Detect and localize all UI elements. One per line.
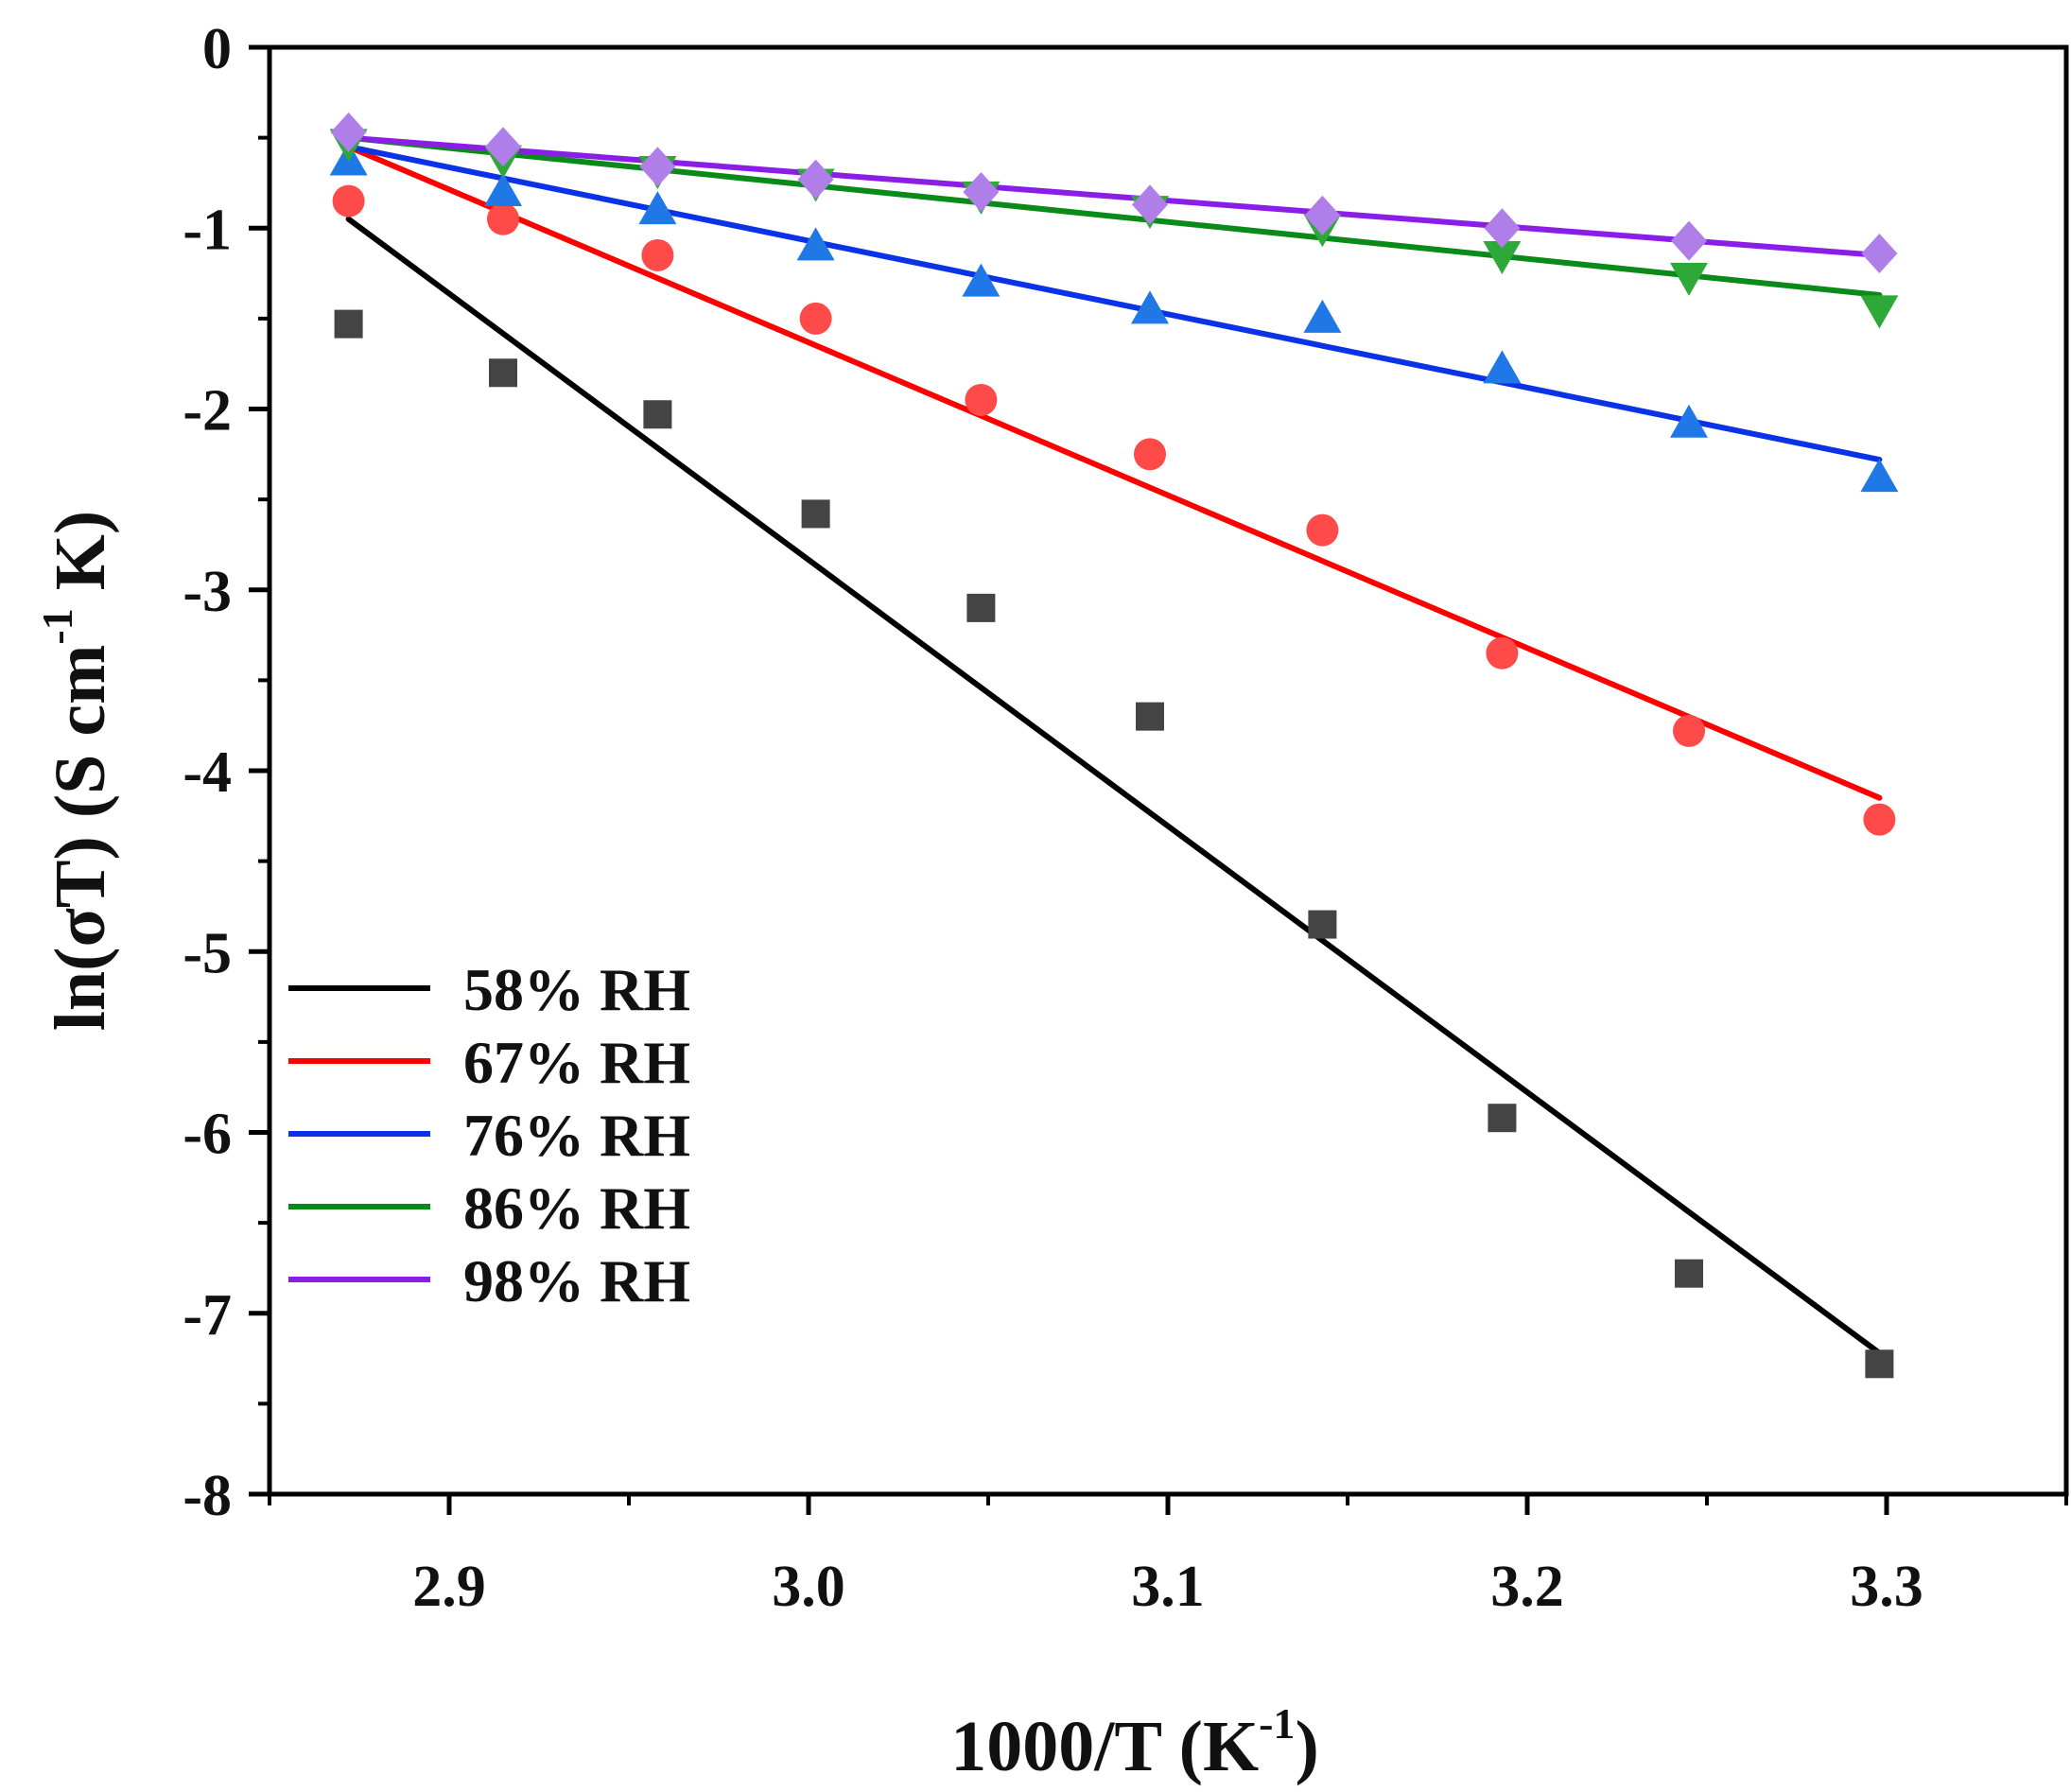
point-76-rh [796,227,835,261]
x-axis-label-sup: -1 [1259,1699,1295,1748]
x-tick-label: 3.3 [1850,1555,1923,1619]
y-axis-ticks: 0 -1 -2 -3 -4 -5 -6 -7 -8 [183,17,270,1528]
point-58-rh [1488,1104,1517,1133]
point-67-rh [965,383,998,416]
point-76-rh [1860,459,1899,493]
point-76-rh [1303,299,1342,333]
point-67-rh [1306,513,1339,547]
point-98-rh [639,147,676,187]
point-76-rh [1670,404,1708,438]
point-76-rh [962,263,1001,297]
y-axis-label-tail: K) [41,511,120,608]
y-axis-label-main: ln(σT) (S cm [41,645,120,1032]
y-tick-label: -7 [183,1283,232,1348]
x-axis-label: 1000/T (K-1) [950,1699,1319,1786]
y-axis-label-sup: -1 [33,608,81,644]
y-tick-label: -1 [183,198,232,262]
point-67-rh [1134,438,1166,471]
point-98-rh [1132,184,1168,225]
y-tick-label: -6 [183,1103,232,1167]
x-tick-label: 3.0 [772,1555,845,1619]
y-tick-label: 0 [202,17,232,81]
point-58-rh [966,593,996,622]
legend-label-86-rh: 86% RH [463,1174,690,1242]
point-67-rh [1863,803,1896,836]
point-67-rh [487,202,519,235]
point-58-rh [801,499,830,529]
fit-lines [345,134,1883,1356]
legend-label-67-rh: 67% RH [463,1029,690,1096]
point-98-rh [485,127,521,167]
point-76-rh [638,191,677,225]
x-axis-ticks: 2.9 3.0 3.1 3.2 3.3 [268,1494,2068,1619]
fit-line-86-rh [345,134,1883,299]
point-76-rh [1483,350,1522,384]
legend-label-76-rh: 76% RH [463,1102,690,1169]
y-tick-label: -2 [183,379,232,444]
point-67-rh [1673,714,1705,747]
x-axis-label-main: 1000/T (K [950,1707,1259,1786]
point-86-rh [1860,295,1899,329]
point-98-rh [963,172,1000,212]
y-tick-label: -3 [183,560,232,624]
x-tick-label: 3.2 [1490,1555,1564,1619]
x-axis-label-tail: ) [1295,1707,1318,1786]
fit-line-98-rh [345,134,1883,258]
point-98-rh [1671,220,1707,261]
fit-line-76-rh [345,144,1883,463]
point-67-rh [641,238,674,271]
point-58-rh [1865,1349,1894,1379]
point-86-rh [1483,240,1522,274]
point-67-rh [799,302,832,335]
point-58-rh [489,358,517,388]
point-98-rh [797,159,834,200]
point-76-rh [1131,290,1169,324]
point-98-rh [1484,208,1521,249]
point-98-rh [330,112,367,152]
legend-label-58-rh: 58% RH [463,956,690,1023]
point-98-rh [1861,234,1898,274]
x-tick-label: 2.9 [412,1555,486,1619]
y-tick-label: -4 [183,740,232,805]
point-58-rh [1675,1259,1703,1288]
y-tick-label: -8 [183,1464,232,1528]
y-tick-label: -5 [183,921,232,985]
data-points [329,112,1899,1379]
legend-label-98-rh: 98% RH [463,1247,690,1314]
point-76-rh [484,173,522,206]
fit-line-58-rh [345,216,1883,1356]
x-tick-label: 3.1 [1131,1555,1205,1619]
point-67-rh [332,184,365,217]
y-axis-label: ln(σT) (S cm-1 K) [33,511,120,1031]
point-58-rh [1136,702,1164,731]
point-58-rh [334,309,363,339]
point-67-rh [1486,636,1519,670]
point-58-rh [1308,910,1337,939]
point-86-rh [1670,262,1708,296]
point-98-rh [1304,195,1341,235]
fit-line-67-rh [345,144,1883,801]
point-58-rh [643,400,672,429]
